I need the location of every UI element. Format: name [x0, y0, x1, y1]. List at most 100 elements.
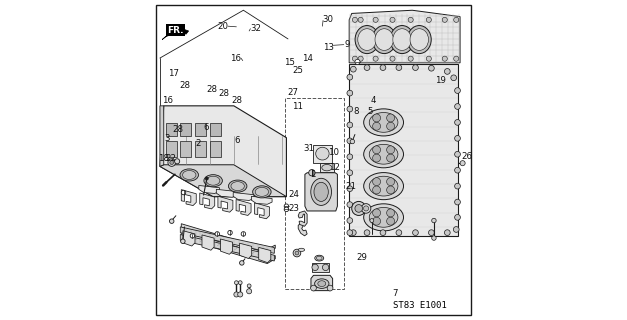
Ellipse shape	[364, 141, 404, 168]
Polygon shape	[162, 33, 170, 40]
Circle shape	[169, 219, 174, 223]
Text: 22: 22	[165, 154, 176, 163]
Text: 18: 18	[159, 154, 169, 163]
Circle shape	[373, 56, 378, 61]
Ellipse shape	[369, 113, 398, 132]
FancyBboxPatch shape	[349, 64, 458, 236]
Ellipse shape	[372, 146, 381, 154]
Polygon shape	[251, 196, 272, 204]
Circle shape	[428, 65, 435, 71]
Circle shape	[174, 159, 180, 164]
Circle shape	[352, 17, 357, 22]
Polygon shape	[298, 223, 307, 236]
Circle shape	[455, 167, 460, 173]
Circle shape	[358, 17, 363, 22]
Circle shape	[358, 56, 363, 61]
Ellipse shape	[298, 248, 305, 252]
Ellipse shape	[206, 176, 220, 185]
Circle shape	[347, 202, 353, 207]
Polygon shape	[183, 231, 195, 246]
Ellipse shape	[387, 114, 394, 122]
Ellipse shape	[390, 26, 414, 53]
Circle shape	[284, 204, 288, 208]
Circle shape	[445, 68, 450, 74]
Circle shape	[364, 230, 370, 236]
Polygon shape	[181, 231, 275, 264]
Polygon shape	[218, 196, 233, 212]
Ellipse shape	[364, 204, 404, 231]
Circle shape	[390, 56, 395, 61]
Circle shape	[247, 284, 251, 288]
Text: 17: 17	[168, 69, 179, 78]
Circle shape	[310, 285, 317, 291]
Ellipse shape	[180, 169, 199, 181]
Circle shape	[455, 104, 460, 109]
Text: 12: 12	[329, 164, 340, 172]
Ellipse shape	[231, 182, 245, 191]
Polygon shape	[349, 10, 460, 63]
Ellipse shape	[228, 180, 247, 192]
Ellipse shape	[204, 175, 223, 187]
Circle shape	[327, 285, 333, 291]
Circle shape	[228, 230, 232, 235]
FancyBboxPatch shape	[195, 141, 206, 157]
FancyBboxPatch shape	[312, 263, 329, 272]
Text: 11: 11	[292, 102, 303, 111]
Ellipse shape	[369, 176, 398, 196]
Text: 13: 13	[323, 43, 334, 52]
Ellipse shape	[315, 255, 324, 261]
Text: 19: 19	[435, 76, 446, 85]
Circle shape	[308, 170, 315, 176]
Text: 28: 28	[206, 85, 218, 94]
Circle shape	[293, 249, 301, 257]
Circle shape	[373, 17, 378, 22]
Circle shape	[453, 227, 459, 232]
Circle shape	[347, 218, 353, 223]
Circle shape	[460, 161, 465, 166]
Text: 16: 16	[162, 96, 173, 105]
Circle shape	[396, 230, 402, 236]
Circle shape	[370, 219, 374, 222]
Circle shape	[455, 88, 460, 93]
Text: 9: 9	[345, 40, 350, 49]
Circle shape	[215, 232, 219, 236]
Ellipse shape	[369, 207, 398, 227]
Ellipse shape	[364, 109, 404, 136]
Ellipse shape	[387, 146, 394, 154]
Circle shape	[234, 292, 239, 297]
Ellipse shape	[358, 29, 376, 50]
Text: FR.: FR.	[167, 26, 184, 35]
Text: 4: 4	[371, 96, 376, 105]
Text: 6: 6	[204, 123, 209, 132]
Text: 28: 28	[179, 81, 191, 90]
Text: 6: 6	[234, 136, 240, 145]
Circle shape	[442, 56, 447, 61]
Circle shape	[190, 234, 194, 238]
Polygon shape	[259, 247, 271, 263]
FancyBboxPatch shape	[195, 123, 206, 136]
Ellipse shape	[410, 29, 428, 50]
Circle shape	[350, 139, 355, 144]
Ellipse shape	[364, 172, 404, 200]
Text: 5: 5	[367, 107, 372, 116]
Circle shape	[380, 65, 386, 70]
Circle shape	[347, 230, 353, 236]
Circle shape	[246, 289, 251, 294]
Polygon shape	[181, 224, 275, 253]
Polygon shape	[305, 173, 337, 211]
Circle shape	[238, 292, 243, 297]
Ellipse shape	[387, 186, 394, 194]
FancyBboxPatch shape	[181, 123, 191, 136]
Text: 24: 24	[288, 190, 300, 199]
Text: 28: 28	[232, 96, 243, 105]
Ellipse shape	[314, 182, 329, 201]
FancyBboxPatch shape	[166, 123, 177, 136]
Text: 21: 21	[346, 182, 357, 191]
Circle shape	[413, 65, 418, 70]
Circle shape	[352, 56, 357, 61]
Circle shape	[455, 214, 460, 220]
FancyBboxPatch shape	[313, 145, 332, 163]
Circle shape	[205, 177, 208, 180]
Ellipse shape	[408, 26, 431, 53]
Text: 28: 28	[218, 89, 229, 98]
